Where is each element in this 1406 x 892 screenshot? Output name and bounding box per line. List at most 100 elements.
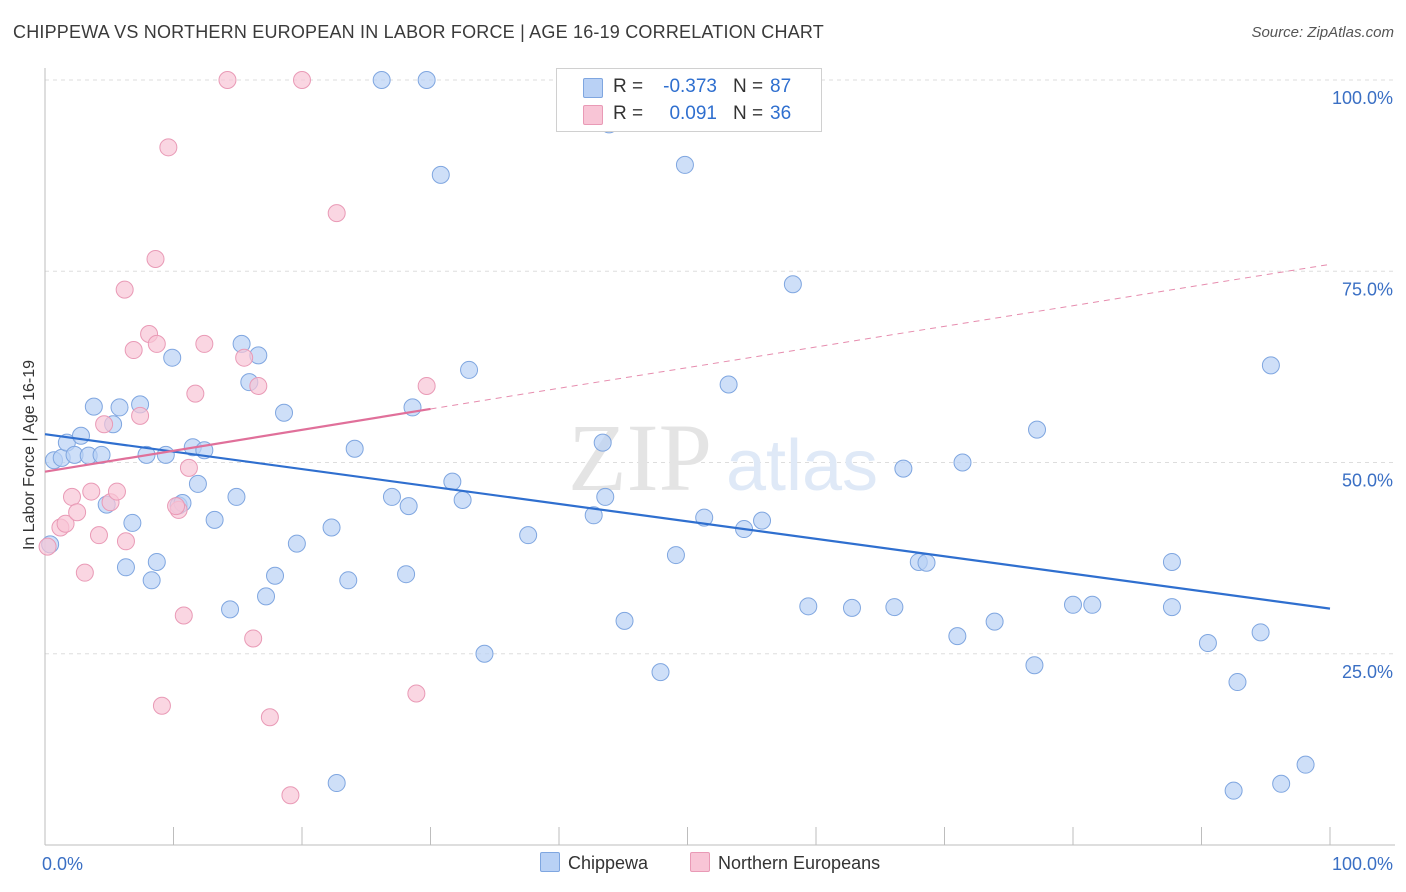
chippewa-point: [221, 600, 240, 619]
northern-point: [195, 334, 214, 353]
r-value: -0.373: [663, 76, 717, 97]
chippewa-point: [287, 534, 306, 553]
tick-labels: 25.0% 50.0% 75.0% 100.0% 0.0% 100.0%: [42, 88, 1393, 874]
chippewa-point: [188, 474, 207, 493]
northern-point: [82, 482, 101, 501]
chippewa-point: [719, 375, 738, 394]
chippewa-point: [322, 518, 341, 537]
chippewa-swatch-icon: [583, 78, 603, 98]
chippewa-point: [753, 511, 772, 530]
northern-point: [218, 71, 237, 89]
chippewa-point: [417, 71, 436, 89]
chippewa-point: [84, 397, 103, 416]
northern-point: [167, 497, 186, 516]
chippewa-point: [372, 71, 391, 89]
northern-point: [124, 341, 143, 360]
chippewa-point: [163, 348, 182, 367]
northern-point: [417, 377, 436, 395]
northern-point: [249, 377, 268, 395]
chippewa-point: [584, 506, 603, 525]
chippewa-point: [142, 571, 161, 590]
northern-point: [174, 606, 193, 625]
northern-point: [95, 415, 114, 434]
chippewa-point: [894, 459, 913, 478]
chippewa-point: [842, 598, 861, 617]
northern-point: [62, 487, 81, 506]
legend-label: Northern Europeans: [718, 853, 881, 873]
r-label: R =: [613, 103, 644, 124]
northern-point: [75, 563, 94, 582]
chippewa-point: [783, 275, 802, 294]
northern-point: [116, 532, 135, 551]
northern-point: [68, 503, 87, 522]
watermark: ZIP atlas: [568, 404, 878, 511]
chippewa-point: [123, 513, 142, 532]
chippewa-point: [985, 612, 1004, 631]
chippewa-point: [71, 426, 90, 445]
n-value: 87: [770, 76, 792, 97]
northern-trend-extension: [430, 263, 1331, 410]
northern-point: [38, 537, 57, 556]
axes: [44, 68, 1395, 846]
northern-legend-icon: [690, 852, 710, 872]
chippewa-point: [110, 398, 129, 417]
n-label: N =: [733, 76, 764, 97]
chippewa-point: [1228, 673, 1247, 692]
chippewa-point: [1198, 634, 1217, 653]
n-value: 36: [770, 103, 792, 124]
chippewa-point: [227, 487, 246, 506]
northern-point: [281, 786, 300, 805]
northern-point: [244, 629, 263, 648]
chippewa-point: [1224, 781, 1243, 800]
data-points: [38, 71, 1315, 805]
chippewa-point: [116, 558, 135, 577]
chippewa-point: [1162, 552, 1181, 571]
chippewa-point: [799, 597, 818, 616]
chippewa-point: [327, 774, 346, 793]
northern-point: [146, 250, 165, 269]
chippewa-point: [339, 571, 358, 590]
legend-item-northern[interactable]: Northern Europeans: [690, 852, 880, 874]
chippewa-point: [1296, 755, 1315, 774]
northern-point: [260, 708, 279, 727]
stats-row-northern: R = 0.091 N = 36: [557, 100, 821, 128]
northern-swatch-icon: [583, 105, 603, 125]
chippewa-point: [1025, 656, 1044, 675]
chippewa-point: [475, 644, 494, 663]
chippewa-point: [397, 565, 416, 584]
chippewa-point: [666, 546, 685, 565]
trend-lines: [44, 263, 1331, 610]
chippewa-legend-icon: [540, 852, 560, 872]
chippewa-point: [593, 433, 612, 452]
y-tick-label: 75.0%: [1342, 279, 1393, 299]
chippewa-point: [1064, 595, 1082, 614]
chippewa-point: [147, 552, 166, 571]
legend-label: Chippewa: [568, 853, 649, 873]
chippewa-point: [948, 627, 967, 646]
chippewa-point: [651, 663, 670, 682]
n-label: N =: [733, 103, 764, 124]
chippewa-point: [275, 403, 294, 422]
chippewa-point: [917, 553, 936, 572]
chippewa-point: [345, 439, 364, 458]
chippewa-point: [695, 508, 714, 527]
chippewa-point: [596, 487, 615, 506]
northern-point: [89, 526, 108, 545]
northern-point: [159, 138, 178, 157]
chippewa-point: [257, 587, 276, 606]
x-tick-label: 100.0%: [1332, 854, 1393, 874]
watermark-zip: ZIP: [568, 404, 712, 511]
stats-box: R = -0.373 N = 87 R = 0.091 N = 36: [556, 68, 822, 132]
chippewa-point: [953, 453, 972, 472]
northern-point: [327, 204, 346, 223]
chippewa-point: [1083, 595, 1102, 614]
northern-point: [107, 482, 126, 501]
y-tick-label: 100.0%: [1332, 88, 1393, 108]
northern-point: [152, 696, 171, 715]
northern-trend-line: [44, 407, 431, 473]
gridlines: [45, 79, 1395, 655]
northern-point: [407, 684, 426, 703]
y-axis-label: In Labor Force | Age 16-19: [21, 360, 38, 550]
legend-item-chippewa[interactable]: Chippewa: [540, 852, 648, 874]
